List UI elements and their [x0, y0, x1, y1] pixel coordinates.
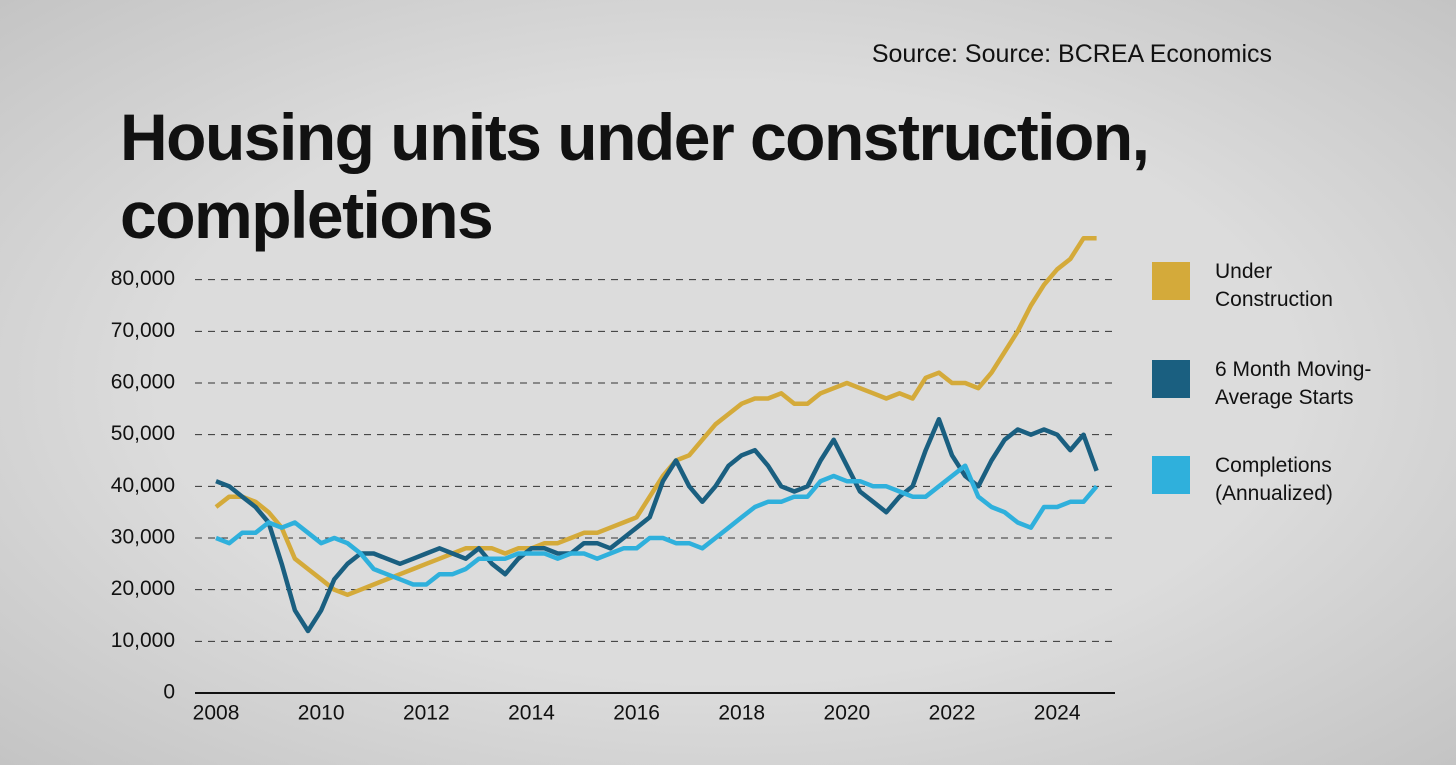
legend-item: Completions (Annualized): [1152, 452, 1395, 508]
x-tick-label: 2010: [298, 702, 345, 725]
source: Source: Source: BCREA Economics: [871, 40, 1272, 68]
x-tick-label: 2024: [1034, 702, 1081, 725]
legend-label: 6 Month Moving-Average Starts: [1215, 358, 1372, 409]
y-tick-label: 70,000: [111, 319, 175, 342]
legend-swatch: [1152, 456, 1190, 494]
y-tick-label: 20,000: [111, 577, 175, 600]
y-tick-label: 30,000: [111, 526, 175, 549]
y-tick-label: 80,000: [111, 267, 175, 290]
legend-swatch: [1152, 360, 1190, 398]
series-line: [215, 463, 1099, 587]
x-tick-label: 2012: [403, 702, 450, 725]
legend-label: Completions (Annualized): [1215, 454, 1333, 505]
x-tick-label: 2008: [193, 702, 240, 725]
legend-item: 6 Month Moving-Average Starts: [1152, 356, 1395, 412]
x-tick-label: 2016: [613, 702, 660, 725]
legend-swatch: [1152, 262, 1190, 300]
x-tick-label: 2014: [508, 702, 555, 725]
y-tick-label: 60,000: [111, 371, 175, 394]
y-tick-label: 40,000: [111, 474, 175, 497]
legend-item: Under Construction: [1152, 258, 1395, 314]
y-tick-label: 0: [163, 681, 175, 704]
x-tick-label: 2022: [929, 702, 976, 725]
y-tick-label: 50,000: [111, 422, 175, 445]
series-line: [215, 416, 1099, 634]
x-tick-label: 2018: [718, 702, 765, 725]
series-line: [214, 236, 1097, 598]
chart-title: Housing units under construction, comple…: [120, 100, 1150, 252]
x-tick-label: 2020: [824, 702, 871, 725]
legend-label: Under Construction: [1215, 260, 1333, 311]
y-tick-label: 10,000: [111, 629, 175, 652]
